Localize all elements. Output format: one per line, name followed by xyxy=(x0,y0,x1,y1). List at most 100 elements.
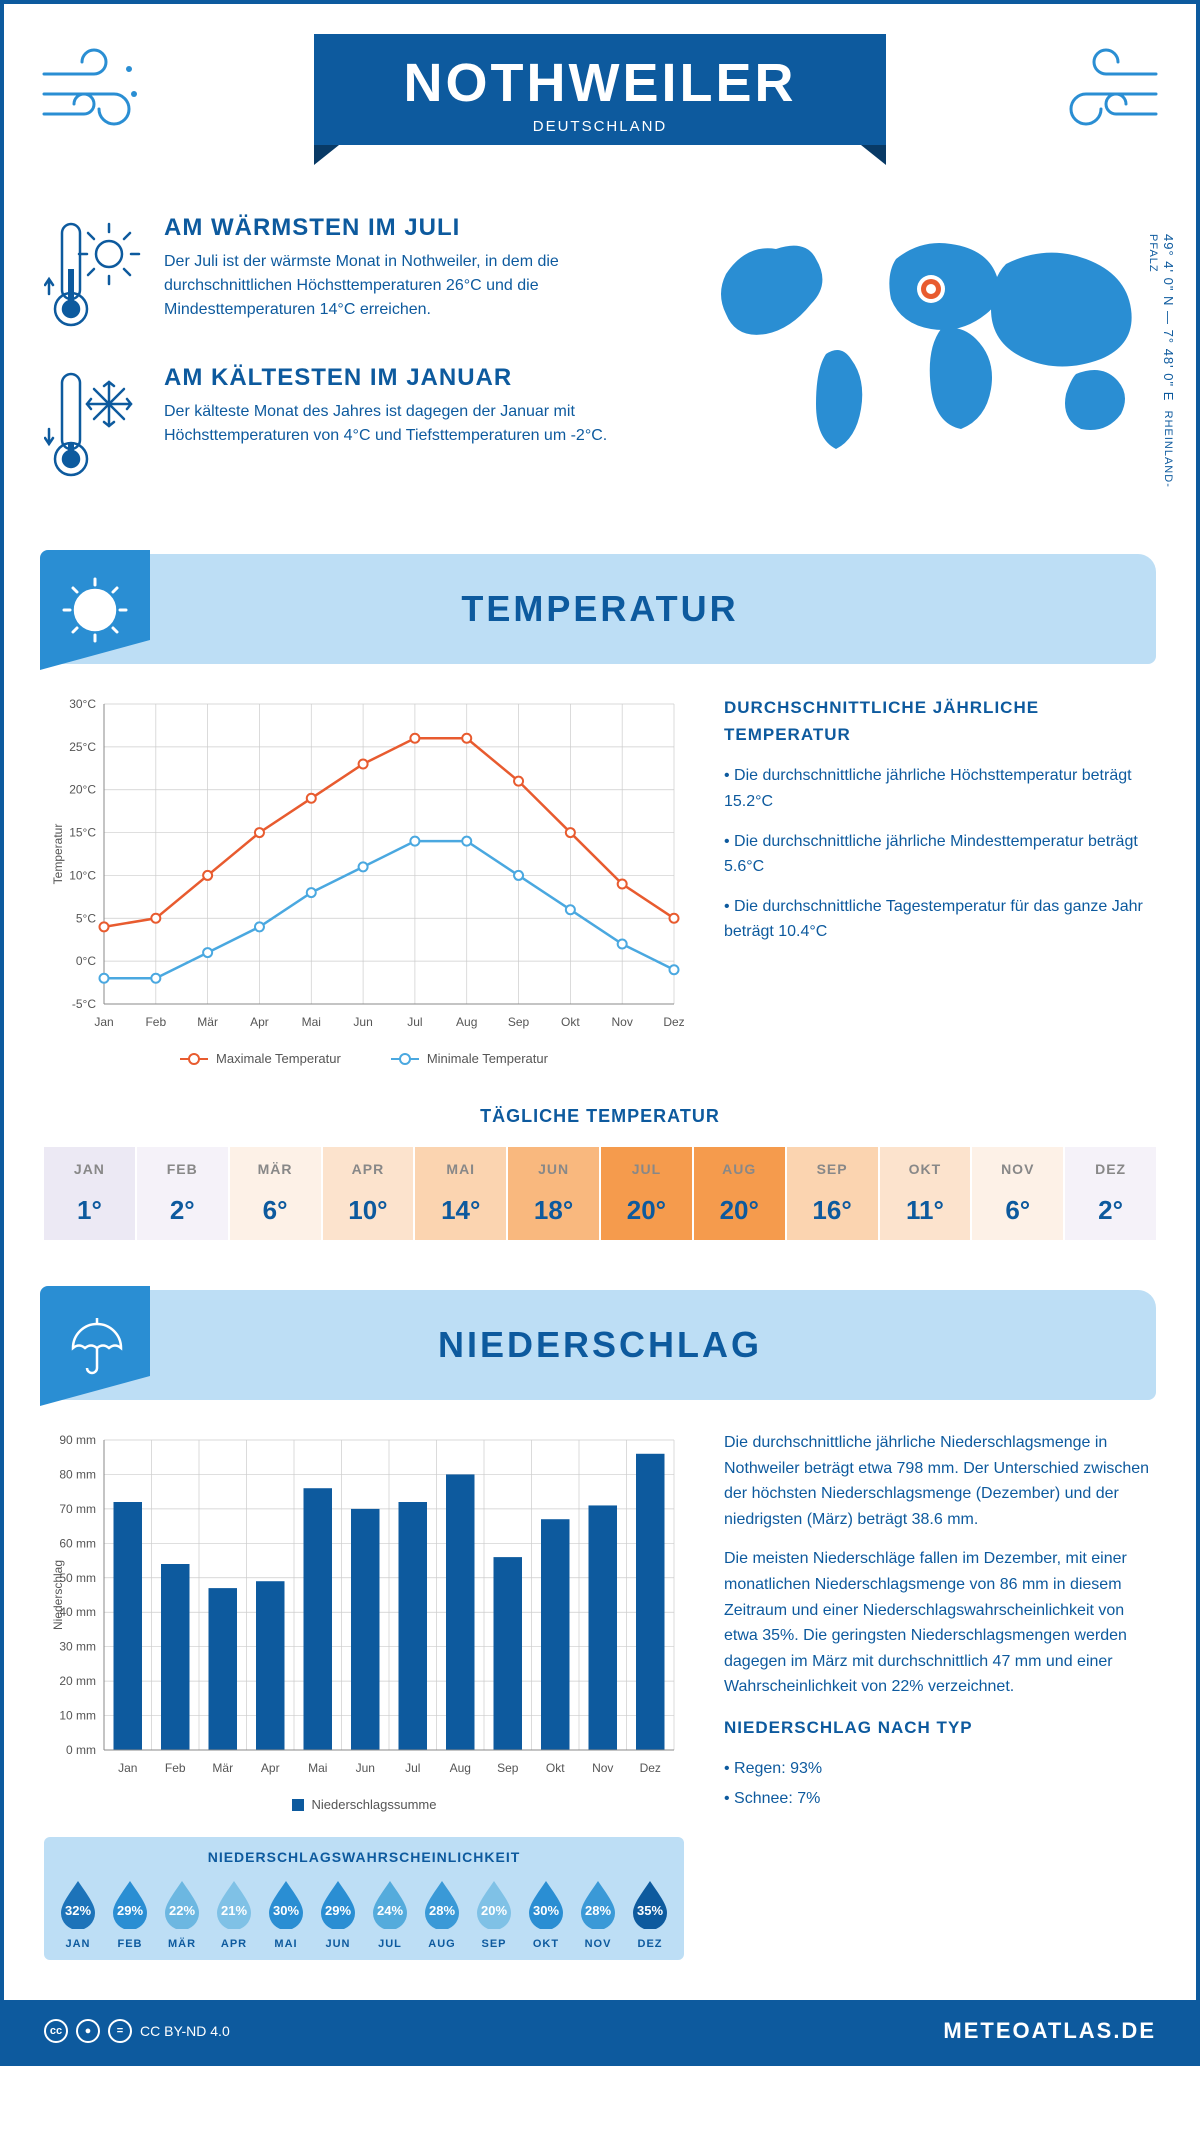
daily-cell: AUG20° xyxy=(694,1147,785,1240)
rain-drop: 20% SEP xyxy=(470,1877,518,1950)
svg-text:29%: 29% xyxy=(117,1903,143,1918)
coldest-title: AM KÄLTESTEN IM JANUAR xyxy=(164,364,666,392)
temp-section-title: TEMPERATUR xyxy=(461,588,738,630)
svg-text:Mai: Mai xyxy=(308,1761,327,1775)
svg-text:0°C: 0°C xyxy=(76,954,96,968)
daily-cell: NOV6° xyxy=(972,1147,1063,1240)
svg-text:Jan: Jan xyxy=(94,1015,113,1029)
svg-text:25°C: 25°C xyxy=(69,740,96,754)
svg-text:22%: 22% xyxy=(169,1903,195,1918)
svg-text:20 mm: 20 mm xyxy=(59,1674,96,1688)
daily-temp-table: JAN1°FEB2°MÄR6°APR10°MAI14°JUN18°JUL20°A… xyxy=(44,1147,1156,1240)
daily-cell: OKT11° xyxy=(880,1147,971,1240)
warmest-text: Der Juli ist der wärmste Monat in Nothwe… xyxy=(164,250,666,322)
coordinates: 49° 4' 0" N — 7° 48' 0" E RHEINLAND-PFAL… xyxy=(1146,234,1176,514)
daily-cell: MÄR6° xyxy=(230,1147,321,1240)
svg-text:20°C: 20°C xyxy=(69,783,96,797)
coldest-text: Der kälteste Monat des Jahres ist dagege… xyxy=(164,400,666,448)
svg-text:Feb: Feb xyxy=(145,1015,166,1029)
daily-cell: SEP16° xyxy=(787,1147,878,1240)
svg-text:Jan: Jan xyxy=(118,1761,137,1775)
rain-drop: 30% MAI xyxy=(262,1877,310,1950)
svg-text:30%: 30% xyxy=(273,1903,299,1918)
svg-text:Sep: Sep xyxy=(508,1015,530,1029)
warmest-title: AM WÄRMSTEN IM JULI xyxy=(164,214,666,242)
svg-text:29%: 29% xyxy=(325,1903,351,1918)
daily-cell: JUN18° xyxy=(508,1147,599,1240)
svg-text:70 mm: 70 mm xyxy=(59,1502,96,1516)
daily-cell: APR10° xyxy=(323,1147,414,1240)
world-map: 49° 4' 0" N — 7° 48' 0" E RHEINLAND-PFAL… xyxy=(696,214,1156,514)
infographic-container: NOTHWEILER DEUTSCHLAND xyxy=(0,0,1200,2066)
svg-text:Dez: Dez xyxy=(663,1015,684,1029)
svg-text:10 mm: 10 mm xyxy=(59,1709,96,1723)
precip-probability-box: NIEDERSCHLAGSWAHRSCHEINLICHKEIT 32% JAN … xyxy=(44,1837,684,1960)
rain-drop: 28% AUG xyxy=(418,1877,466,1950)
temperature-line-chart: -5°C0°C5°C10°C15°C20°C25°C30°CJanFebMärA… xyxy=(44,694,684,1034)
cc-icon: cc xyxy=(44,2019,68,2043)
svg-text:5°C: 5°C xyxy=(76,911,96,925)
svg-text:Okt: Okt xyxy=(546,1761,565,1775)
svg-text:20%: 20% xyxy=(481,1903,507,1918)
svg-text:Temperatur: Temperatur xyxy=(51,824,65,885)
nd-icon: = xyxy=(108,2019,132,2043)
temp-side-text: DURCHSCHNITTLICHE JÄHRLICHE TEMPERATUR •… xyxy=(724,694,1156,1066)
svg-text:35%: 35% xyxy=(637,1903,663,1918)
wind-icon xyxy=(34,44,154,134)
precip-legend: Niederschlagssumme xyxy=(44,1797,684,1812)
umbrella-icon xyxy=(63,1314,127,1378)
svg-text:Aug: Aug xyxy=(450,1761,471,1775)
rain-drop: 29% JUN xyxy=(314,1877,362,1950)
svg-text:24%: 24% xyxy=(377,1903,403,1918)
wind-icon xyxy=(1046,44,1166,134)
brand: METEOATLAS.DE xyxy=(943,2018,1156,2044)
svg-text:Aug: Aug xyxy=(456,1015,477,1029)
svg-text:Sep: Sep xyxy=(497,1761,519,1775)
svg-text:28%: 28% xyxy=(429,1903,455,1918)
rain-drop: 30% OKT xyxy=(522,1877,570,1950)
svg-text:30 mm: 30 mm xyxy=(59,1640,96,1654)
daily-cell: MAI14° xyxy=(415,1147,506,1240)
title-banner: NOTHWEILER DEUTSCHLAND xyxy=(314,34,887,145)
daily-cell: JAN1° xyxy=(44,1147,135,1240)
footer: cc ● = CC BY-ND 4.0 METEOATLAS.DE xyxy=(4,2000,1196,2062)
rain-drop: 21% APR xyxy=(210,1877,258,1950)
svg-text:0 mm: 0 mm xyxy=(66,1743,96,1757)
svg-text:Jul: Jul xyxy=(405,1761,420,1775)
warmest-block: AM WÄRMSTEN IM JULI Der Juli ist der wär… xyxy=(44,214,666,334)
license: cc ● = CC BY-ND 4.0 xyxy=(44,2019,230,2043)
svg-text:Niederschlag: Niederschlag xyxy=(51,1560,65,1630)
summary-row: AM WÄRMSTEN IM JULI Der Juli ist der wär… xyxy=(44,214,1156,514)
country-subtitle: DEUTSCHLAND xyxy=(404,118,797,135)
rain-drop: 29% FEB xyxy=(106,1877,154,1950)
header: NOTHWEILER DEUTSCHLAND xyxy=(4,4,1196,184)
svg-text:-5°C: -5°C xyxy=(72,997,96,1011)
rain-drop: 35% DEZ xyxy=(626,1877,674,1950)
svg-text:Jun: Jun xyxy=(356,1761,375,1775)
section-header-temperature: TEMPERATUR xyxy=(44,554,1156,664)
rain-drop: 24% JUL xyxy=(366,1877,414,1950)
svg-text:Mär: Mär xyxy=(197,1015,218,1029)
rain-drop: 32% JAN xyxy=(54,1877,102,1950)
svg-text:Nov: Nov xyxy=(592,1761,613,1775)
svg-text:Okt: Okt xyxy=(561,1015,580,1029)
city-title: NOTHWEILER xyxy=(404,52,797,114)
svg-text:15°C: 15°C xyxy=(69,826,96,840)
section-header-precipitation: NIEDERSCHLAG xyxy=(44,1290,1156,1400)
daily-temp-title: TÄGLICHE TEMPERATUR xyxy=(44,1106,1156,1127)
svg-text:30%: 30% xyxy=(533,1903,559,1918)
svg-text:Jun: Jun xyxy=(353,1015,372,1029)
svg-text:28%: 28% xyxy=(585,1903,611,1918)
sun-icon xyxy=(60,575,130,645)
svg-text:Apr: Apr xyxy=(261,1761,280,1775)
by-icon: ● xyxy=(76,2019,100,2043)
temp-legend: .leg-item:nth-child(1) .leg-line::after{… xyxy=(44,1051,684,1066)
svg-text:Jul: Jul xyxy=(407,1015,422,1029)
svg-text:60 mm: 60 mm xyxy=(59,1536,96,1550)
svg-text:Dez: Dez xyxy=(640,1761,661,1775)
svg-text:Mär: Mär xyxy=(212,1761,233,1775)
svg-text:32%: 32% xyxy=(65,1903,91,1918)
daily-cell: FEB2° xyxy=(137,1147,228,1240)
svg-text:90 mm: 90 mm xyxy=(59,1433,96,1447)
svg-text:Feb: Feb xyxy=(165,1761,186,1775)
